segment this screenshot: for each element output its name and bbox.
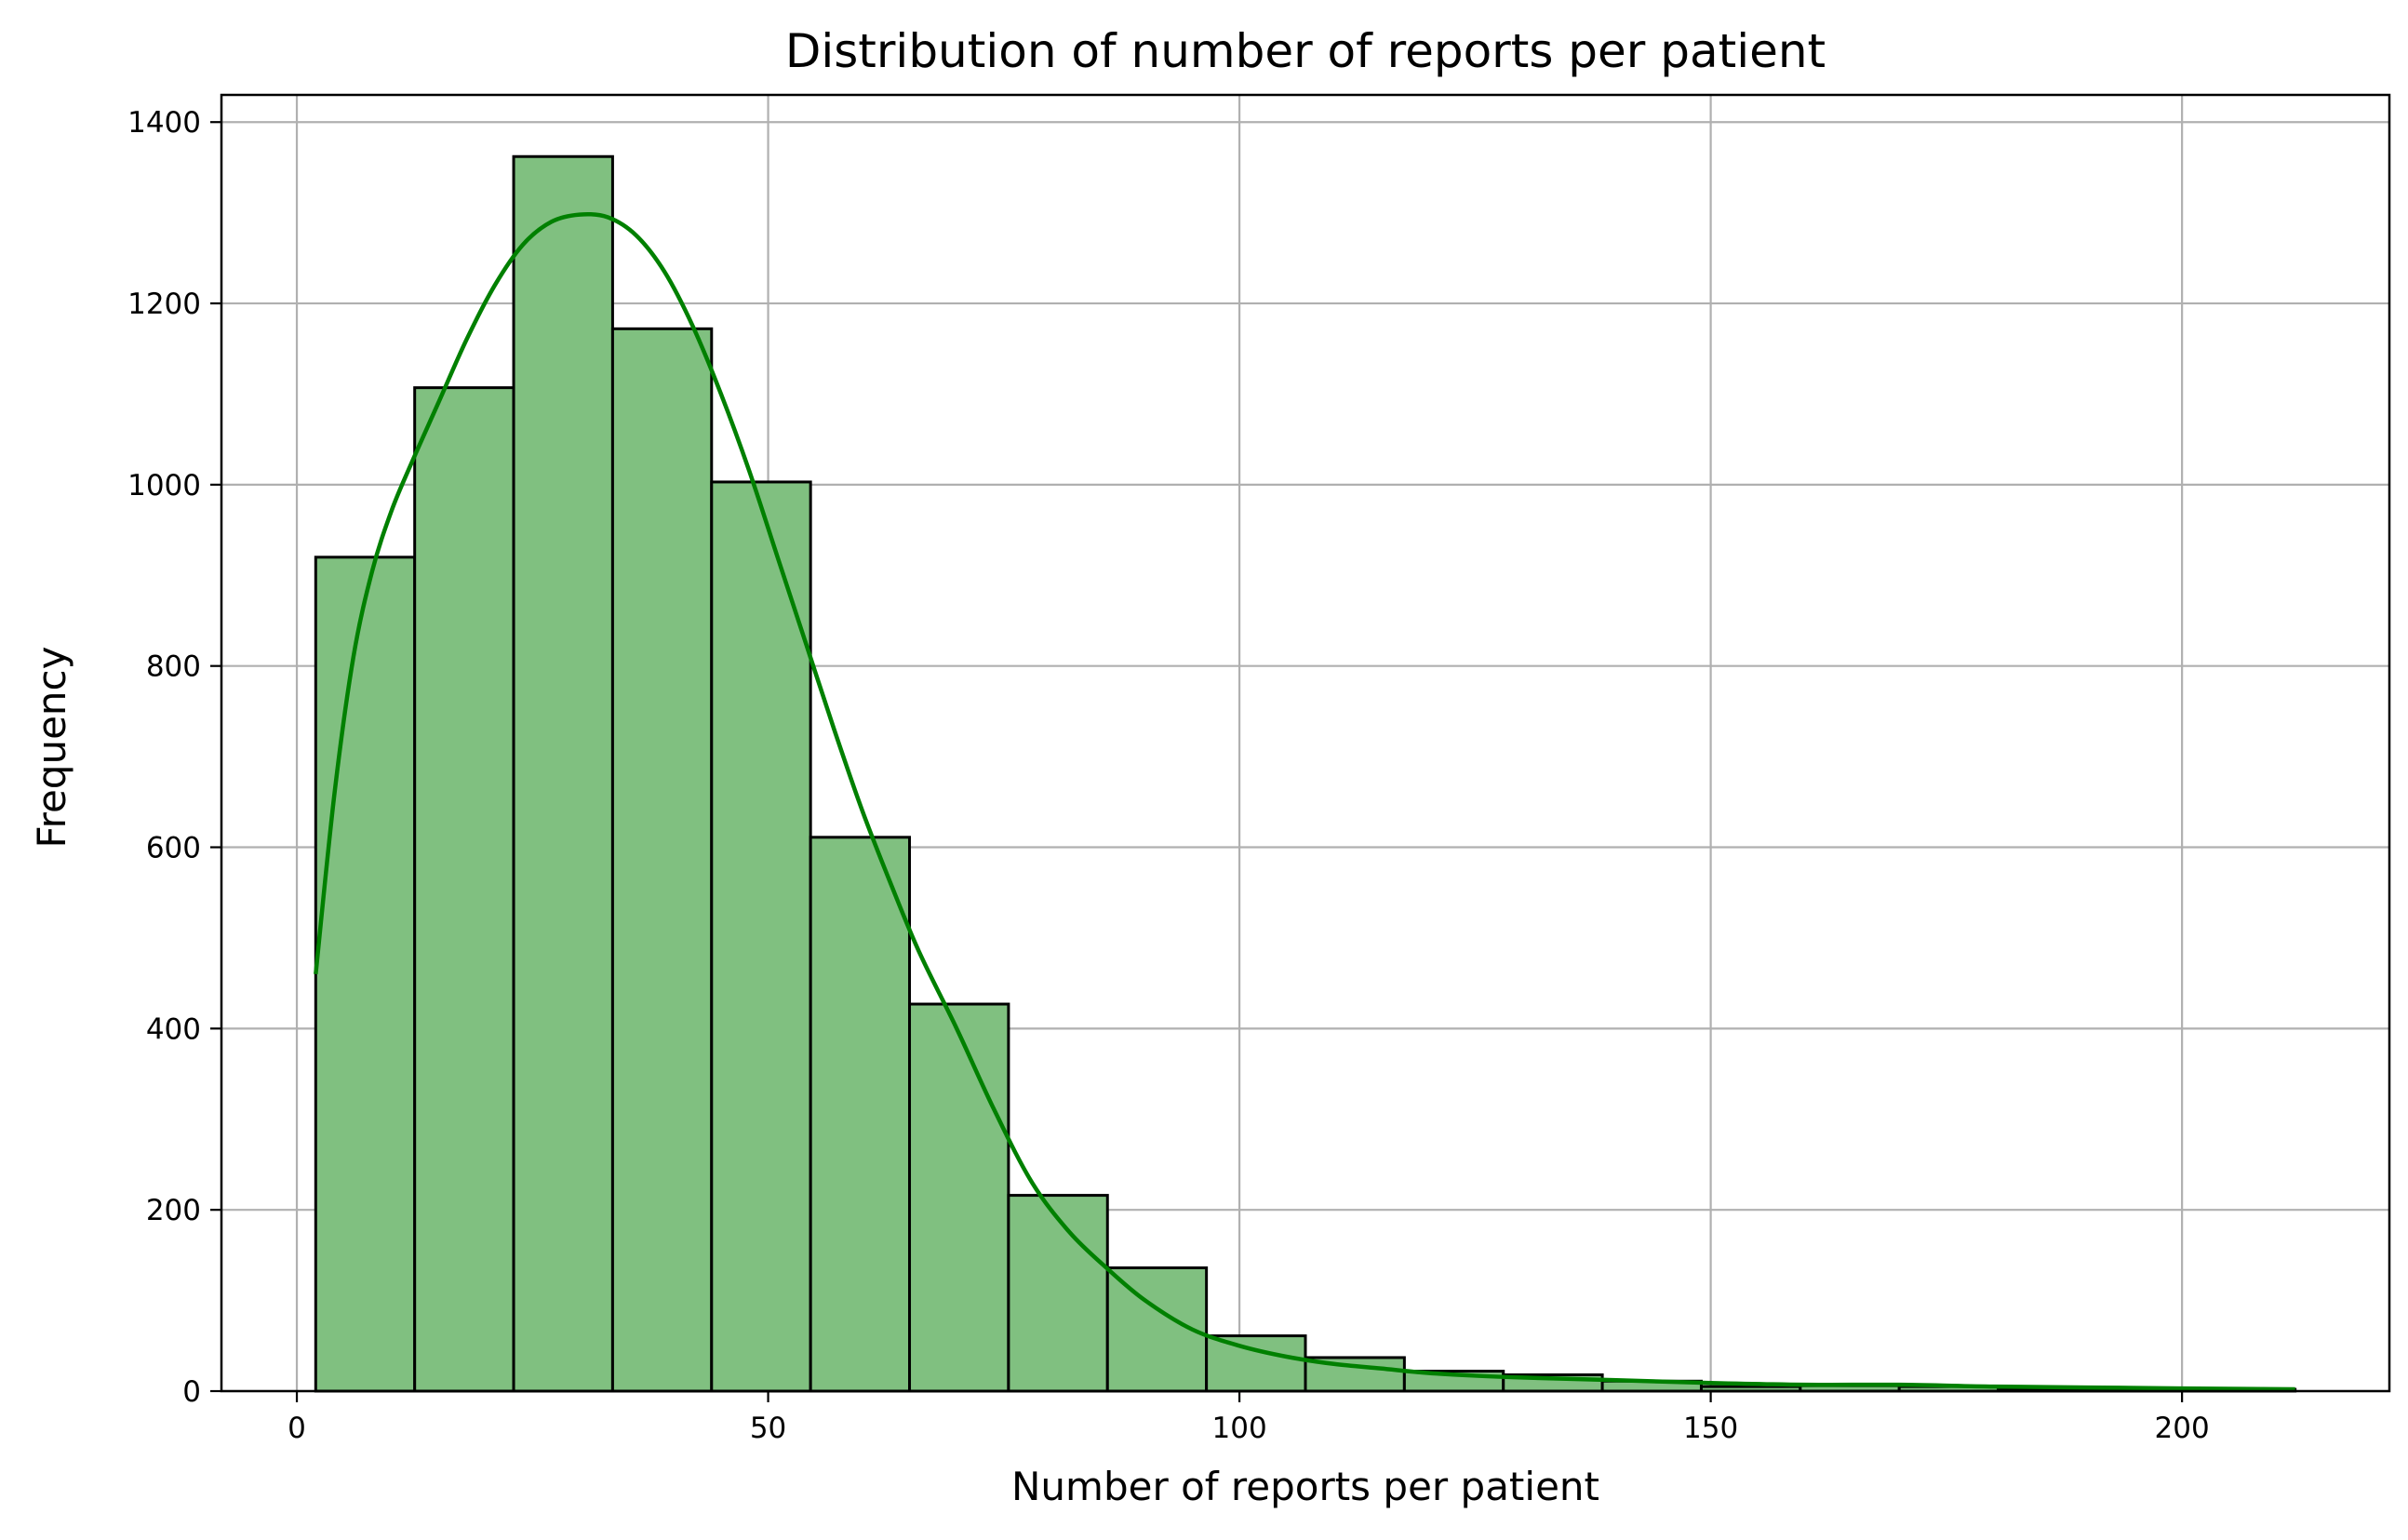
x-tick-label-1: 50 bbox=[750, 1412, 786, 1445]
y-tick-label-4: 800 bbox=[146, 650, 201, 684]
histogram-bar-7 bbox=[1007, 1194, 1109, 1393]
histogram-bar-4 bbox=[710, 480, 812, 1393]
x-axis-ticks: 0 50 100 150 200 bbox=[288, 1391, 2210, 1445]
chart-title: Distribution of number of reports per pa… bbox=[785, 24, 1826, 78]
histogram-bar-5 bbox=[809, 836, 912, 1393]
histogram-bar-1 bbox=[413, 386, 515, 1393]
x-tick-label-4: 200 bbox=[2155, 1412, 2210, 1445]
histogram-bars bbox=[314, 154, 2297, 1393]
y-axis-ticks: 0 200 400 600 800 1000 1200 1400 bbox=[127, 106, 221, 1409]
x-tick-label-2: 100 bbox=[1212, 1412, 1267, 1445]
x-axis-title: Number of reports per patient bbox=[1011, 1464, 1599, 1509]
y-tick-label-7: 1400 bbox=[127, 106, 201, 140]
plot-frame bbox=[220, 93, 2391, 1393]
y-tick-label-6: 1200 bbox=[127, 288, 201, 321]
y-tick-label-3: 600 bbox=[146, 832, 201, 865]
histogram-bar-9 bbox=[1205, 1334, 1307, 1393]
x-tick-label-0: 0 bbox=[288, 1412, 306, 1445]
y-tick-label-1: 200 bbox=[146, 1194, 201, 1227]
histogram-bar-2 bbox=[512, 154, 614, 1393]
kde-curve bbox=[314, 211, 2295, 1392]
y-tick-label-2: 400 bbox=[146, 1012, 201, 1046]
x-tick-label-3: 150 bbox=[1683, 1412, 1738, 1445]
histogram-bar-6 bbox=[908, 1002, 1010, 1393]
y-axis-title: Frequency bbox=[29, 647, 74, 849]
y-tick-label-5: 1000 bbox=[127, 469, 201, 502]
y-tick-label-0: 0 bbox=[182, 1375, 201, 1409]
histogram-bar-0 bbox=[314, 556, 417, 1393]
histogram-bar-3 bbox=[610, 327, 714, 1393]
